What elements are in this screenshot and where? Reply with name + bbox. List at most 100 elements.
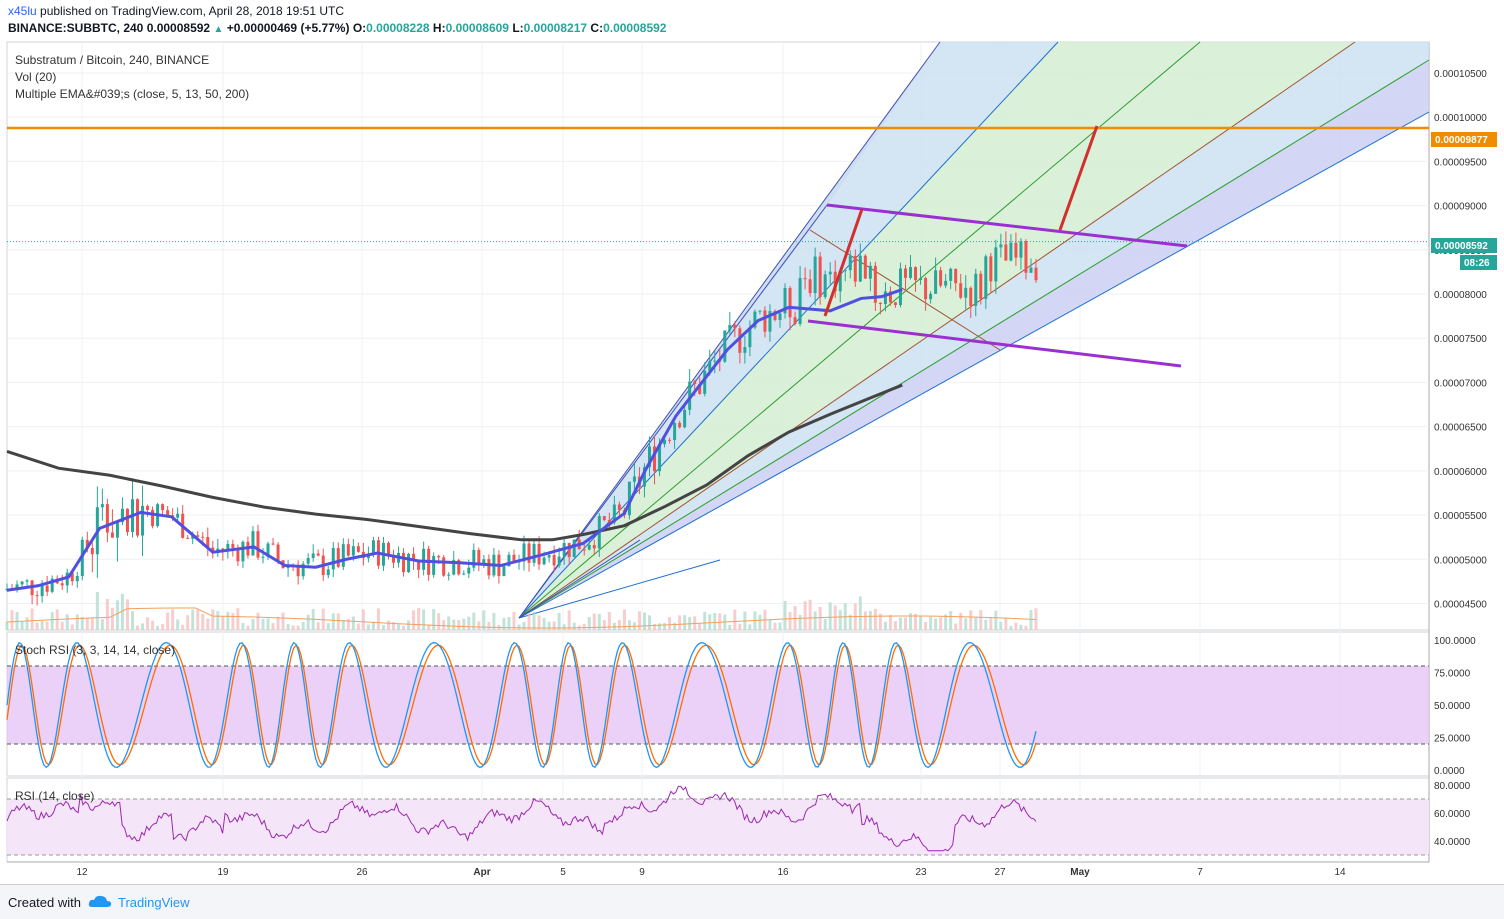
candle-body <box>602 516 606 521</box>
volume-bar <box>567 610 571 630</box>
price-tick-label: 0.00007500 <box>1434 334 1487 345</box>
volume-bar <box>422 609 426 630</box>
volume-bar <box>181 624 185 630</box>
volume-bar <box>562 624 566 630</box>
volume-bar <box>206 618 210 630</box>
volume-bar <box>984 619 988 630</box>
volume-bar <box>1014 622 1018 630</box>
candle-body <box>266 543 270 557</box>
volume-bar <box>698 623 702 630</box>
candle-body <box>863 255 867 279</box>
high-label: H: <box>432 21 446 35</box>
volume-bar <box>236 608 240 630</box>
chart-title: Substratum / Bitcoin, 240, BINANCE <box>15 53 209 67</box>
volume-bar <box>547 621 551 630</box>
volume-bar <box>186 615 190 630</box>
ema-lines <box>6 288 903 592</box>
fan-ray <box>518 111 1430 619</box>
volume-bar <box>110 607 114 630</box>
time-tick-label: 16 <box>777 867 789 878</box>
candle-body <box>683 409 687 428</box>
candle-body <box>798 278 802 324</box>
candle-body <box>472 549 476 568</box>
rsi-tick-label: 80.0000 <box>1434 781 1471 792</box>
price-tick-label: 0.00009500 <box>1434 157 1487 168</box>
volume-bar <box>572 622 576 630</box>
candle-body <box>311 553 315 558</box>
volume-bar <box>1029 610 1033 630</box>
author-link[interactable]: x45lu <box>8 4 37 18</box>
candle-body <box>50 578 54 592</box>
volume-bar <box>35 622 39 630</box>
volume-bar <box>462 618 466 630</box>
volume-bar <box>30 608 34 630</box>
candle-body <box>70 572 74 582</box>
candle-body <box>803 278 807 280</box>
chart-canvas[interactable]: 0.00010500 0.00010000 0.00009500 0.00009000… <box>0 0 1504 884</box>
current-price-tag <box>1431 238 1497 253</box>
volume-bar <box>878 613 882 630</box>
fan-ray <box>518 41 1356 619</box>
volume-bar <box>557 612 561 630</box>
volume-bar <box>216 611 220 630</box>
volume-bar <box>893 621 897 630</box>
candle-body <box>743 347 747 353</box>
candle-body <box>90 548 94 555</box>
volume-bar <box>803 601 807 630</box>
volume-bar <box>828 602 832 630</box>
price-tick-label: 0.00010500 <box>1434 69 1487 80</box>
volume-bar <box>90 618 94 630</box>
volume-bar <box>848 614 852 630</box>
price-tick-label: 0.00006000 <box>1434 467 1487 478</box>
fan-ray <box>518 559 721 619</box>
candle-body <box>85 539 89 549</box>
candle-body <box>552 555 556 566</box>
volume-bar <box>5 621 9 630</box>
candle-body <box>763 310 767 332</box>
time-tick-label: 12 <box>76 867 88 878</box>
volume-bar <box>85 618 89 630</box>
candle-body <box>999 244 1003 248</box>
volume-bar <box>642 612 646 630</box>
stoch-tick-label: 25.0000 <box>1434 734 1471 745</box>
volume-bar <box>587 617 591 630</box>
time-tick-label: Apr <box>473 867 490 878</box>
price-tick-label: 0.00008000 <box>1434 290 1487 301</box>
volume-bar <box>738 623 742 630</box>
volume-bar <box>994 610 998 630</box>
volume-bar <box>266 618 270 630</box>
tradingview-brand[interactable]: TradingView <box>118 895 190 910</box>
candle-body <box>392 554 396 563</box>
candle-body <box>954 268 958 284</box>
candle-body <box>432 556 436 575</box>
stoch-rsi-plot <box>6 641 1429 769</box>
candle-body <box>487 559 491 576</box>
candle-body <box>617 504 621 510</box>
volume-bar <box>773 622 777 630</box>
candle-body <box>653 446 657 472</box>
volume-bar <box>256 612 260 630</box>
candle-body <box>306 557 310 564</box>
volume-bar <box>929 616 933 630</box>
volume-bar <box>151 620 155 630</box>
candle-body <box>75 576 79 582</box>
candle-body <box>110 532 114 538</box>
volume-bar <box>346 618 350 630</box>
candle-body <box>888 291 892 303</box>
volume-bar <box>758 614 762 630</box>
candle-body <box>878 302 882 304</box>
publish-line: x45lu published on TradingView.com, Apri… <box>8 4 344 18</box>
volume-bar <box>653 623 657 630</box>
volume-bar <box>146 617 150 630</box>
volume-bar <box>838 610 842 630</box>
candle-body <box>944 280 948 286</box>
volume-bar <box>909 613 913 630</box>
volume-bar <box>437 613 441 630</box>
price-tick-label: 0.00006500 <box>1434 423 1487 434</box>
candle-body <box>668 439 672 441</box>
fan-ray <box>518 539 641 619</box>
candle-body <box>783 287 787 314</box>
vol-legend: Vol (20) <box>15 70 56 84</box>
volume-bars <box>5 592 1038 630</box>
volume-bar <box>818 606 822 630</box>
